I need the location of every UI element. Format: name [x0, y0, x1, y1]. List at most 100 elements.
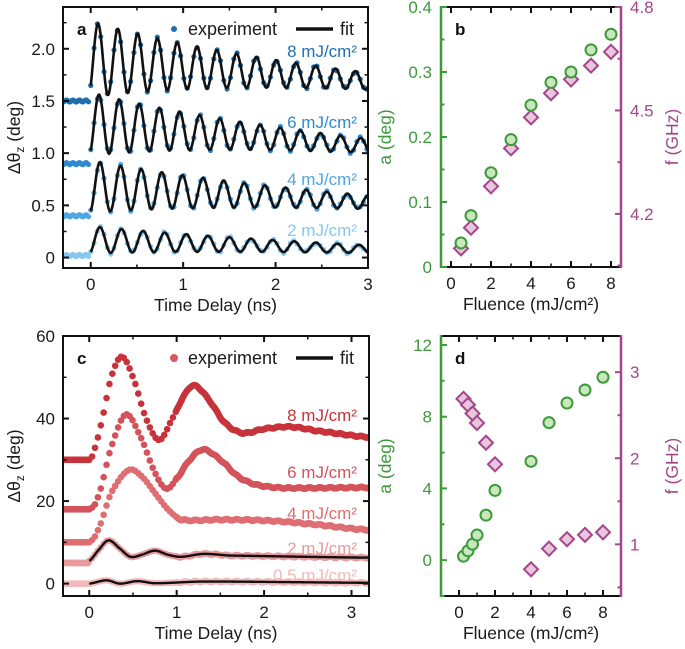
series-8-mJ-cm-	[63, 353, 369, 464]
frequency-point	[582, 57, 600, 75]
amplitude-point	[470, 528, 484, 542]
data-point	[152, 470, 159, 478]
left-y-tick-label: 0	[423, 258, 432, 277]
x-tick-label: 3	[363, 275, 372, 294]
left-y-tick-label: 0.2	[408, 128, 432, 147]
right-y-tick-label: 3	[630, 363, 639, 382]
series-0.5-mJ-cm-	[63, 577, 369, 587]
data-point	[137, 434, 145, 442]
data-point	[111, 432, 119, 439]
plot-area	[63, 353, 369, 587]
data-point	[137, 400, 145, 407]
series-label: 0.5 mJ/cm²	[273, 566, 357, 585]
left-y-tick-label: 12	[413, 336, 432, 355]
right-y-tick-label: 4.2	[630, 205, 654, 224]
frequency-point	[477, 434, 495, 452]
data-point	[111, 362, 119, 370]
x-tick-label: 3	[347, 603, 356, 622]
data-point	[94, 493, 102, 501]
data-point	[100, 473, 107, 481]
y-tick-label: 20	[36, 492, 55, 511]
data-point	[146, 424, 154, 431]
amplitude-point	[564, 65, 578, 79]
x-tick-label: 6	[566, 274, 575, 293]
data-point	[91, 533, 99, 540]
data-point	[91, 501, 99, 508]
data-point	[103, 502, 110, 509]
left-y-tick-label: 4	[423, 479, 432, 498]
data-point	[143, 449, 151, 456]
amplitude-point	[578, 383, 592, 397]
amplitude-point	[484, 166, 498, 180]
amplitude-point	[479, 508, 493, 522]
y-axis-title: Δθz (deg)	[4, 101, 27, 174]
x-axis-title: Fluence (mJ/cm²)	[463, 623, 599, 643]
y-tick-label: 1.0	[31, 144, 55, 163]
frequency-point	[594, 523, 612, 541]
markers	[452, 27, 620, 257]
fit-line	[89, 579, 369, 585]
x-tick-label: 1	[178, 275, 187, 294]
panel-label: a	[77, 20, 87, 39]
amplitude-point	[596, 370, 610, 384]
data-point	[106, 449, 113, 457]
panel-label: d	[455, 349, 465, 368]
panel-label: c	[77, 349, 86, 368]
series-label: 2 mJ/cm²	[287, 221, 357, 240]
fit-line	[89, 93, 368, 156]
panel-b: 0 0.1 0.2 0.3 0.4 a (deg) 4.2 4.5 4.8 f (GHz) 0 2 4 6…	[375, 0, 682, 314]
left-y-tick-label: 0.3	[408, 63, 432, 82]
frequency-point	[468, 414, 486, 432]
data-point	[91, 444, 99, 452]
data-point	[88, 453, 96, 460]
x-tick-label: 0	[86, 275, 95, 294]
x-axis-title: Time Delay (ns)	[154, 295, 277, 315]
data-point	[97, 520, 105, 527]
data-point	[103, 394, 110, 402]
series-label: 8 mJ/cm²	[287, 42, 357, 61]
frequency-point	[522, 108, 540, 126]
plot-area	[63, 21, 368, 260]
legend-experiment-label: experiment	[188, 19, 277, 39]
data-point	[103, 461, 110, 469]
series-6-mJ-cm-	[63, 93, 368, 168]
x-axis-title: Time Delay (ns)	[155, 623, 278, 643]
legend-experiment-marker	[170, 354, 178, 362]
frequency-point	[502, 139, 520, 157]
x-tick-label: 0	[84, 603, 93, 622]
fit-line	[88, 539, 369, 562]
amplitude-point	[454, 236, 468, 250]
data-point	[85, 161, 92, 168]
data-point	[85, 99, 92, 105]
amplitude-point	[524, 98, 538, 112]
amplitude-point	[488, 483, 502, 497]
series-label: 6 mJ/cm²	[287, 463, 357, 482]
left-y-tick-label: 0.1	[408, 193, 432, 212]
legend-fit-label: fit	[340, 19, 354, 39]
amplitude-point	[542, 416, 556, 430]
data-point	[132, 422, 139, 430]
amplitude-point	[504, 133, 518, 147]
frequency-point	[576, 526, 594, 544]
data-point	[146, 457, 154, 464]
data-point	[114, 424, 122, 431]
right-y-axis-title: f (GHz)	[662, 109, 682, 165]
x-tick-label: 2	[490, 603, 499, 622]
data-point	[134, 428, 142, 436]
series-2-mJ-cm-	[63, 537, 369, 567]
data-point	[85, 214, 92, 220]
left-y-tick-label: 8	[423, 408, 432, 427]
amplitude-point	[544, 75, 558, 89]
data-point	[85, 253, 92, 259]
y-axis-title: Δθz (deg)	[4, 429, 27, 502]
data-point	[100, 409, 107, 416]
right-y-axis-title: f (GHz)	[662, 438, 682, 494]
amplitude-point	[524, 454, 538, 468]
right-y-tick-label: 2	[630, 449, 639, 468]
frequency-point	[558, 530, 576, 548]
amplitude-point	[560, 396, 574, 410]
x-tick-label: 8	[598, 603, 607, 622]
left-y-tick-label: 0	[423, 551, 432, 570]
markers	[455, 370, 612, 578]
data-point	[134, 390, 142, 397]
